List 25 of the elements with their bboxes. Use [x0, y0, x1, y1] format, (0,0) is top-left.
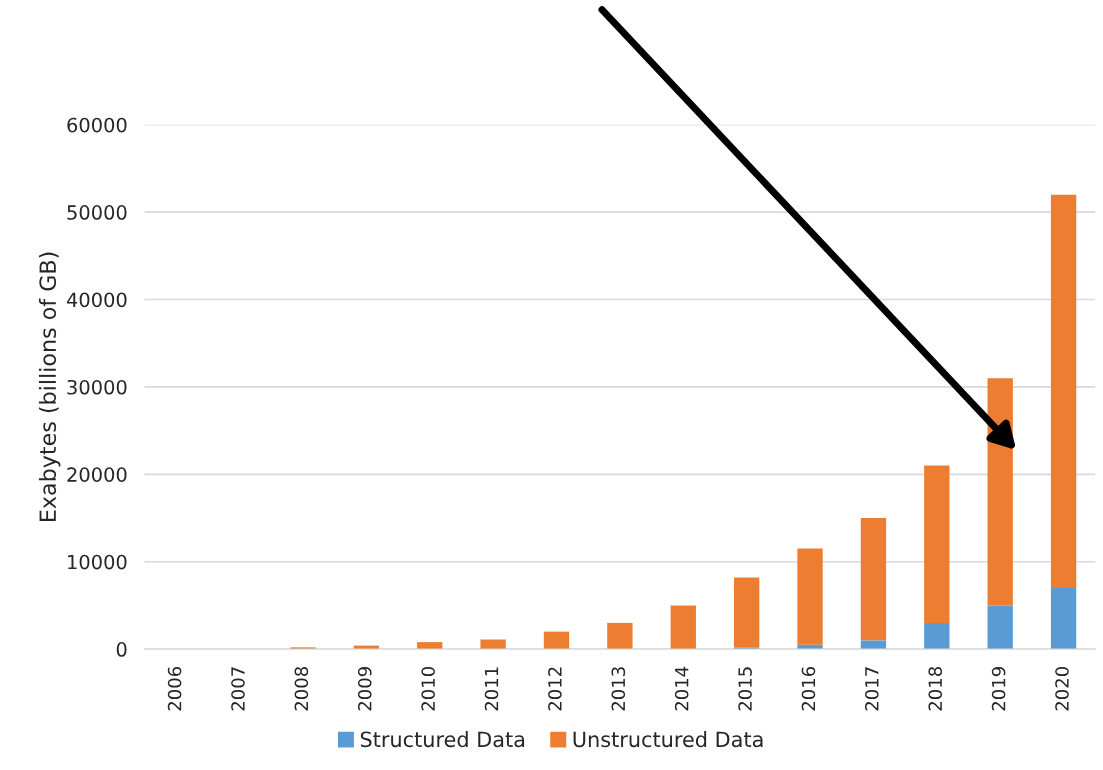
x-tick-label: 2014	[674, 666, 689, 711]
x-tick-label: 2018	[928, 667, 943, 711]
x-tick-label: 2009	[357, 667, 372, 711]
x-tick-label: 2011	[484, 667, 499, 711]
y-tick-label: 20000	[67, 467, 127, 482]
legend-label: Unstructured Data	[573, 731, 763, 748]
x-tick-label: 2007	[231, 667, 245, 711]
x-tick-label: 2008	[294, 667, 309, 711]
x-tick-label: 2017	[865, 667, 879, 711]
x-tick-label: 2013	[611, 667, 626, 711]
y-tick-label: 50000	[67, 205, 127, 220]
x-tick-label: 2006	[167, 666, 182, 711]
y-tick-label: 30000	[67, 379, 127, 395]
y-tick-label: 10000	[68, 554, 127, 570]
y-tick-label: 40000	[66, 292, 127, 308]
x-tick-label: 2016	[801, 666, 816, 711]
x-tick-label: 2015	[738, 667, 752, 711]
x-tick-label: 2012	[548, 667, 562, 711]
y-axis-title: Exabytes (billions of GB)	[38, 252, 61, 521]
legend-label: Structured Data	[360, 731, 525, 748]
x-tick-label: 2020	[1055, 666, 1069, 711]
x-tick-label: 2019	[991, 667, 1006, 711]
x-tick-label: 2010	[421, 666, 435, 711]
y-tick-label: 60000	[67, 117, 127, 133]
y-tick-label: 0	[116, 642, 127, 657]
